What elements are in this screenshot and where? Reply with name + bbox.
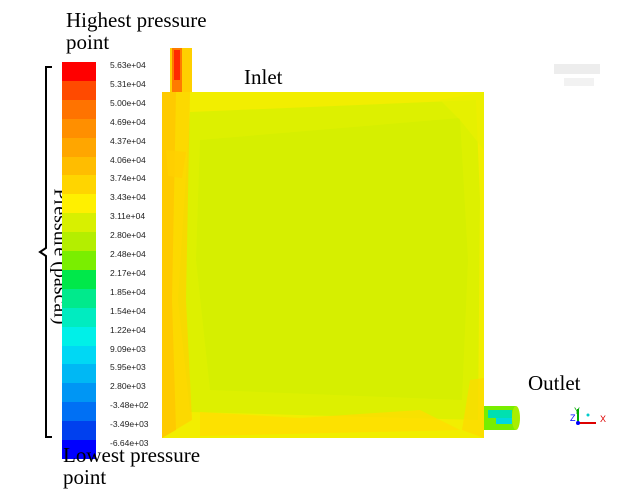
highest-pressure-label: Highest pressure point [66, 8, 207, 54]
legend-tick-label: -6.64e+03 [110, 438, 149, 448]
legend-tick-label: 5.31e+04 [110, 78, 146, 89]
legend-swatch [62, 288, 96, 308]
legend-swatch [62, 307, 96, 327]
legend-tick-label: 2.80e+04 [110, 230, 146, 241]
legend-swatch [62, 440, 96, 459]
axis-triad-icon: Y Z X [570, 406, 606, 425]
legend-swatch [62, 118, 96, 138]
legend-swatch [62, 80, 96, 100]
legend-swatch [62, 345, 96, 365]
legend-swatch [62, 421, 96, 441]
triad-x-label: X [600, 414, 606, 424]
legend-tick-label: 9.09e+03 [110, 343, 146, 354]
legend-swatch [62, 194, 96, 214]
triad-z-label: Z [570, 413, 576, 423]
legend-swatch [62, 326, 96, 346]
legend-swatch [62, 62, 96, 81]
legend-tick-label: 5.95e+03 [110, 362, 146, 373]
legend-swatch [62, 156, 96, 176]
legend-tick-label: 3.43e+04 [110, 192, 146, 203]
legend-tick-label: 3.11e+04 [110, 211, 146, 222]
legend-tick-label: 4.69e+04 [110, 116, 146, 127]
legend-tick-label: 1.85e+04 [110, 286, 146, 297]
legend-tick-label: 4.37e+04 [110, 135, 146, 146]
legend-tick-label: 5.63e+04 [110, 60, 146, 70]
legend-tick-label: -3.49e+03 [110, 419, 149, 430]
legend-tick-label: 2.48e+04 [110, 249, 146, 259]
inlet-label: Inlet [244, 65, 283, 89]
legend-tick-label: 3.74e+04 [110, 173, 146, 184]
legend-swatch [62, 383, 96, 403]
inlet-pipe [170, 48, 192, 94]
legend-swatch [62, 137, 96, 157]
cavity [162, 92, 484, 438]
legend-tick-label: 5.00e+04 [110, 97, 146, 108]
legend-tick-label: 1.54e+04 [110, 305, 146, 316]
legend-swatch [62, 175, 96, 195]
triad-y-label: Y [574, 406, 580, 416]
legend-swatch [62, 251, 96, 270]
legend-tick-label: 4.06e+04 [110, 154, 146, 165]
legend-tick-label: 2.80e+03 [110, 381, 146, 392]
legend-swatch [62, 364, 96, 384]
legend-tick-label: 2.17e+04 [110, 267, 146, 278]
legend-tick-label: -3.48e+02 [110, 400, 149, 411]
legend-swatch [62, 232, 96, 252]
outlet-pipe [484, 406, 520, 430]
software-logo-icon [554, 64, 600, 86]
legend-brace [38, 66, 52, 438]
legend-swatch [62, 213, 96, 233]
pressure-color-legend: 5.63e+04 5.31e+04 5.00e+04 4.69e+04 4.37e+04… [62, 60, 172, 459]
legend-swatch [62, 99, 96, 119]
outlet-label: Outlet [528, 371, 581, 395]
legend-swatch [62, 269, 96, 289]
legend-swatch [62, 402, 96, 422]
lowest-pressure-label: Lowest pressure point [63, 443, 201, 489]
legend-tick-label: 1.22e+04 [110, 324, 146, 335]
